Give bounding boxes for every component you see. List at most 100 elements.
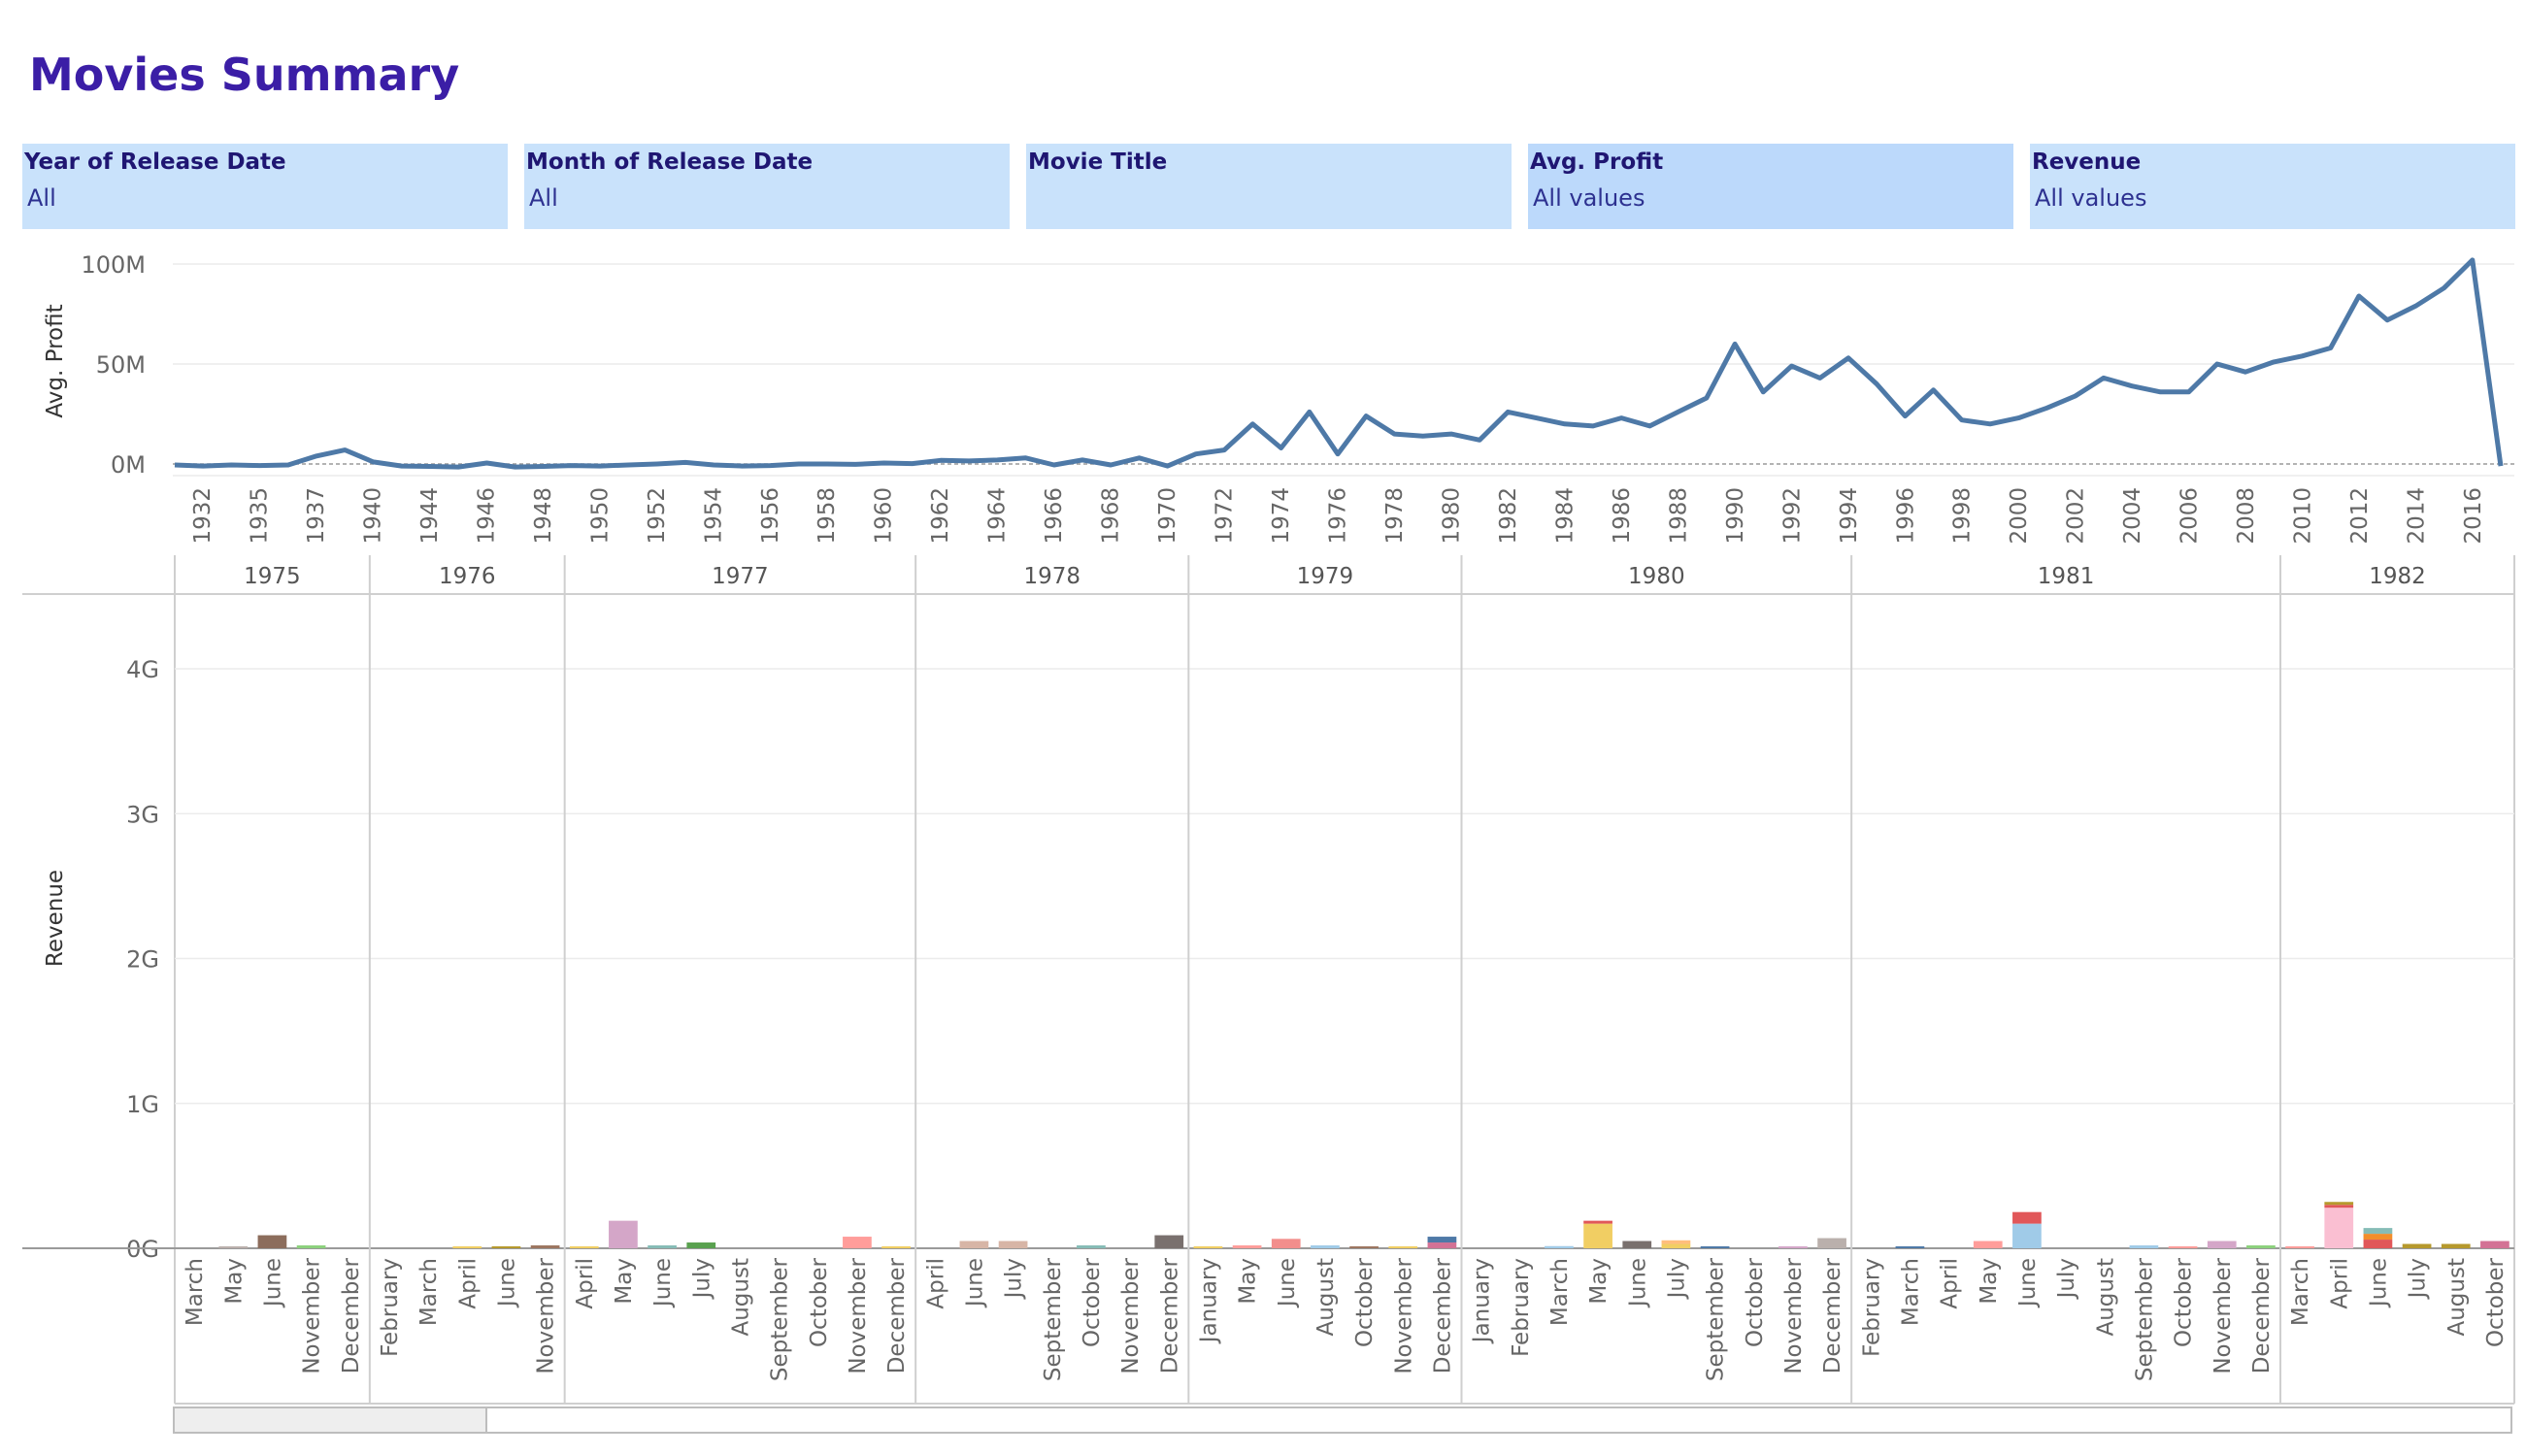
x-tick-label: 1958	[814, 487, 840, 545]
filter-value[interactable]: All	[27, 184, 56, 212]
revenue-bar-segment	[452, 1246, 482, 1248]
month-label: September	[768, 1257, 793, 1381]
x-tick-label: 1966	[1042, 487, 1067, 545]
x-tick-label: 1972	[1213, 487, 1238, 545]
month-label: July	[689, 1258, 715, 1300]
x-tick-label: 2000	[2007, 487, 2032, 545]
revenue-bar-segment	[686, 1242, 716, 1248]
month-label: May	[1977, 1258, 2002, 1305]
revenue-bar-segment	[296, 1245, 326, 1248]
revenue-bar-segment	[881, 1246, 911, 1248]
month-label: August	[2093, 1258, 2118, 1337]
filter-movie-title[interactable]: Movie Title	[1026, 144, 1512, 229]
year-header-1978: 1978	[1023, 564, 1080, 589]
month-label: December	[884, 1257, 910, 1373]
revenue-bar-segment	[218, 1246, 249, 1248]
month-label: August	[2444, 1258, 2470, 1337]
revenue-bar-segment	[843, 1237, 872, 1248]
filter-month-of-release-date[interactable]: Month of Release Date All	[524, 144, 1010, 229]
x-tick-label: 1998	[1950, 487, 1976, 545]
filter-value[interactable]: All values	[2035, 184, 2147, 212]
month-label: October	[807, 1257, 832, 1347]
revenue-bar-segment	[1545, 1245, 1574, 1248]
revenue-bar-segment	[1661, 1243, 1691, 1248]
y-tick-label: 4G	[126, 656, 159, 683]
y-tick-label: 1G	[126, 1091, 159, 1118]
month-label: December	[1157, 1257, 1182, 1373]
revenue-bar-segment	[1193, 1246, 1223, 1248]
month-label: August	[1313, 1258, 1339, 1337]
month-label: June	[494, 1258, 519, 1308]
month-label: November	[846, 1257, 871, 1373]
x-tick-label: 2010	[2291, 487, 2316, 545]
month-label: November	[2210, 1257, 2236, 1373]
x-tick-label: 1935	[247, 487, 272, 545]
y-tick-label: 2G	[126, 946, 159, 974]
filter-value[interactable]: All values	[1533, 184, 1645, 212]
month-label: October	[2172, 1257, 2197, 1347]
month-label: January	[1196, 1258, 1221, 1344]
revenue-bar-segment	[1661, 1240, 1691, 1244]
y-tick-label: 100M	[81, 251, 146, 279]
x-tick-label: 1937	[304, 487, 329, 545]
x-tick-label: 1946	[474, 487, 499, 545]
month-label: July	[1664, 1258, 1689, 1300]
scrollbar-thumb[interactable]	[175, 1408, 487, 1432]
month-label: November	[1391, 1257, 1416, 1373]
horizontal-scrollbar[interactable]	[173, 1406, 2512, 1434]
month-label: December	[1430, 1257, 1455, 1373]
revenue-bar-segment	[2363, 1234, 2393, 1241]
revenue-bar-segment	[2363, 1240, 2393, 1248]
month-label: June	[2015, 1258, 2041, 1308]
x-tick-label: 1974	[1269, 487, 1294, 545]
month-label: March	[416, 1258, 442, 1326]
revenue-bar-segment	[2246, 1245, 2276, 1248]
revenue-bar-segment	[2012, 1223, 2042, 1248]
month-label: October	[2483, 1257, 2509, 1347]
revenue-bar-segment	[2402, 1243, 2432, 1248]
x-tick-label: 1944	[417, 487, 443, 545]
filter-revenue[interactable]: Revenue All values	[2030, 144, 2515, 229]
month-label: May	[1586, 1258, 1612, 1305]
x-tick-label: 1964	[985, 487, 1011, 545]
revenue-bar-segment	[569, 1246, 599, 1248]
revenue-bar-segment	[2324, 1202, 2354, 1206]
filter-avg-profit[interactable]: Avg. Profit All values	[1528, 144, 2013, 229]
revenue-bar-segment	[1622, 1241, 1652, 1248]
revenue-bar-segment	[1427, 1237, 1457, 1243]
revenue-bar-segment	[1583, 1223, 1612, 1248]
x-tick-label: 2002	[2064, 487, 2089, 545]
month-label: September	[1041, 1257, 1066, 1381]
x-tick-label: 1980	[1439, 487, 1464, 545]
year-header-1975: 1975	[244, 564, 301, 589]
month-label: July	[1002, 1258, 1027, 1300]
x-tick-label: 1952	[645, 487, 670, 545]
x-tick-label: 2014	[2405, 487, 2430, 545]
y-tick-label: 50M	[96, 351, 146, 379]
x-tick-label: 1948	[531, 487, 556, 545]
filter-year-of-release-date[interactable]: Year of Release Date All	[22, 144, 508, 229]
x-tick-label: 1994	[1837, 487, 1862, 545]
revenue-bar-segment	[2324, 1205, 2354, 1208]
x-tick-label: 1976	[1326, 487, 1351, 545]
x-tick-label: 1978	[1382, 487, 1408, 545]
month-label: June	[650, 1258, 676, 1308]
revenue-bar-segment	[1154, 1235, 1184, 1248]
revenue-bar-segment	[998, 1241, 1028, 1248]
year-header-1979: 1979	[1297, 564, 1354, 589]
month-label: September	[1704, 1257, 1729, 1381]
month-label: February	[1859, 1258, 1884, 1357]
filter-value[interactable]: All	[529, 184, 558, 212]
month-label: September	[2132, 1257, 2157, 1381]
month-label: October	[1080, 1257, 1105, 1347]
revenue-bar-segment	[1817, 1238, 1846, 1248]
month-label: April	[455, 1258, 481, 1309]
month-label: February	[1509, 1258, 1534, 1357]
filter-label: Avg. Profit	[1530, 149, 1664, 175]
filter-label: Revenue	[2032, 149, 2142, 175]
revenue-bar-segment	[1232, 1245, 1262, 1248]
y-axis-title: Avg. Profit	[43, 304, 68, 417]
x-tick-label: 1956	[758, 487, 783, 545]
x-tick-label: 2006	[2177, 487, 2203, 545]
year-header-1976: 1976	[439, 564, 496, 589]
